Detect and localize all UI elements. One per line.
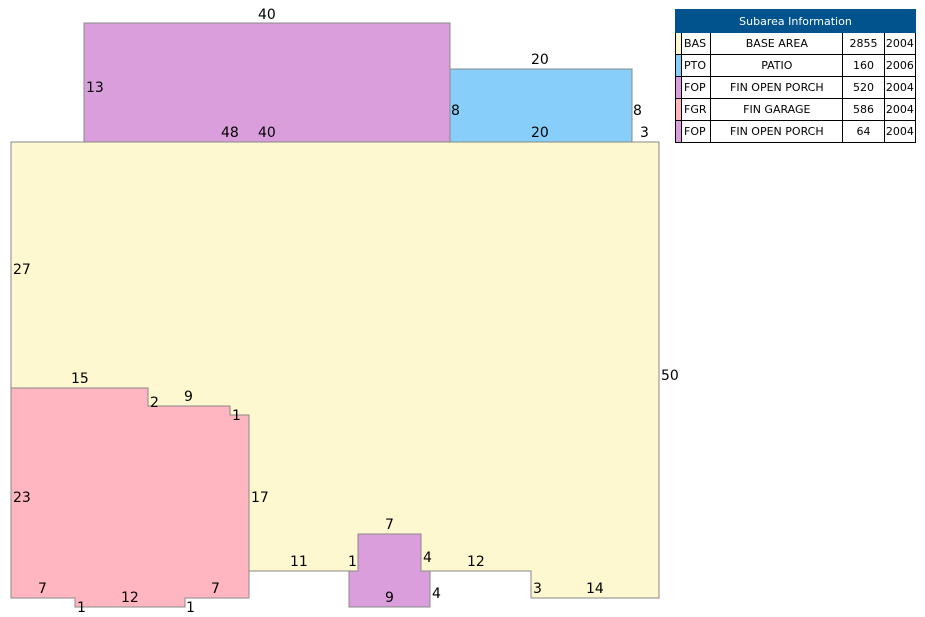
legend-description: BASE AREA bbox=[710, 32, 844, 55]
dim-small-porch-right-lower: 4 bbox=[432, 586, 441, 602]
legend-area: 2855 bbox=[842, 32, 885, 55]
dim-small-porch-top: 7 bbox=[385, 517, 394, 533]
small-porch-shape bbox=[348, 533, 431, 608]
dim-garage-notch-left: 1 bbox=[77, 600, 86, 616]
legend-row: FGR FIN GARAGE 586 2004 bbox=[674, 98, 917, 121]
dim-garage-bottom-left: 7 bbox=[38, 581, 47, 597]
legend-code: FGR bbox=[681, 98, 712, 121]
legend-description: PATIO bbox=[710, 54, 844, 77]
legend-code: FOP bbox=[681, 120, 712, 143]
dim-patio-right: 8 bbox=[633, 103, 642, 119]
legend-description: FIN GARAGE bbox=[710, 98, 844, 121]
dim-garage-top-b: 9 bbox=[184, 389, 193, 405]
garage-shape bbox=[10, 387, 250, 608]
dim-garage-notch-right: 1 bbox=[186, 600, 195, 616]
dim-small-porch-right-upper: 4 bbox=[423, 550, 432, 566]
legend-year: 2004 bbox=[883, 120, 917, 143]
legend-code: PTO bbox=[681, 54, 712, 77]
dim-base-bottom-mid: 12 bbox=[467, 554, 485, 570]
dim-patio-bottom: 20 bbox=[531, 125, 549, 141]
dim-base-bottom-left: 11 bbox=[290, 554, 308, 570]
dim-base-right: 50 bbox=[661, 368, 679, 384]
legend-year: 2006 bbox=[883, 54, 917, 77]
dim-base-step-bottom: 3 bbox=[533, 581, 542, 597]
dim-base-left: 27 bbox=[13, 262, 31, 278]
legend-year: 2004 bbox=[883, 76, 917, 99]
legend-row: BAS BASE AREA 2855 2004 bbox=[674, 32, 917, 55]
legend-title: Subarea Information bbox=[675, 9, 916, 33]
dim-small-porch-step: 1 bbox=[348, 554, 357, 570]
legend-year: 2004 bbox=[883, 32, 917, 55]
legend-area: 520 bbox=[842, 76, 885, 99]
dim-garage-step-b: 1 bbox=[232, 408, 241, 424]
legend-year: 2004 bbox=[883, 98, 917, 121]
subarea-legend: Subarea Information BAS BASE AREA 2855 2… bbox=[674, 9, 917, 143]
dim-garage-bottom-right: 7 bbox=[211, 581, 220, 597]
dim-patio-left: 8 bbox=[451, 103, 460, 119]
legend-row: FOP FIN OPEN PORCH 520 2004 bbox=[674, 76, 917, 99]
legend-code: BAS bbox=[681, 32, 712, 55]
dim-base-top: 48 bbox=[221, 125, 239, 141]
dim-garage-step-a: 2 bbox=[150, 395, 159, 411]
dim-garage-top: 15 bbox=[71, 371, 89, 387]
legend-area: 64 bbox=[842, 120, 885, 143]
dim-base-bottom-right: 14 bbox=[586, 581, 604, 597]
legend-row: FOP FIN OPEN PORCH 64 2004 bbox=[674, 120, 917, 143]
patio-shape bbox=[449, 68, 633, 143]
dim-garage-right: 17 bbox=[251, 490, 269, 506]
dim-base-right-step: 3 bbox=[640, 125, 649, 141]
legend-area: 160 bbox=[842, 54, 885, 77]
legend-row: PTO PATIO 160 2006 bbox=[674, 54, 917, 77]
legend-code: FOP bbox=[681, 76, 712, 99]
dim-patio-top: 20 bbox=[531, 52, 549, 68]
dim-garage-left: 23 bbox=[13, 490, 31, 506]
dim-porch-bottom: 40 bbox=[258, 125, 276, 141]
legend-description: FIN OPEN PORCH bbox=[710, 76, 844, 99]
open-porch-shape bbox=[83, 22, 451, 143]
dim-porch-top: 40 bbox=[258, 7, 276, 23]
dim-small-porch-bottom: 9 bbox=[385, 590, 394, 606]
legend-description: FIN OPEN PORCH bbox=[710, 120, 844, 143]
dim-garage-bottom-mid: 12 bbox=[121, 590, 139, 606]
dim-porch-left: 13 bbox=[86, 80, 104, 96]
legend-area: 586 bbox=[842, 98, 885, 121]
